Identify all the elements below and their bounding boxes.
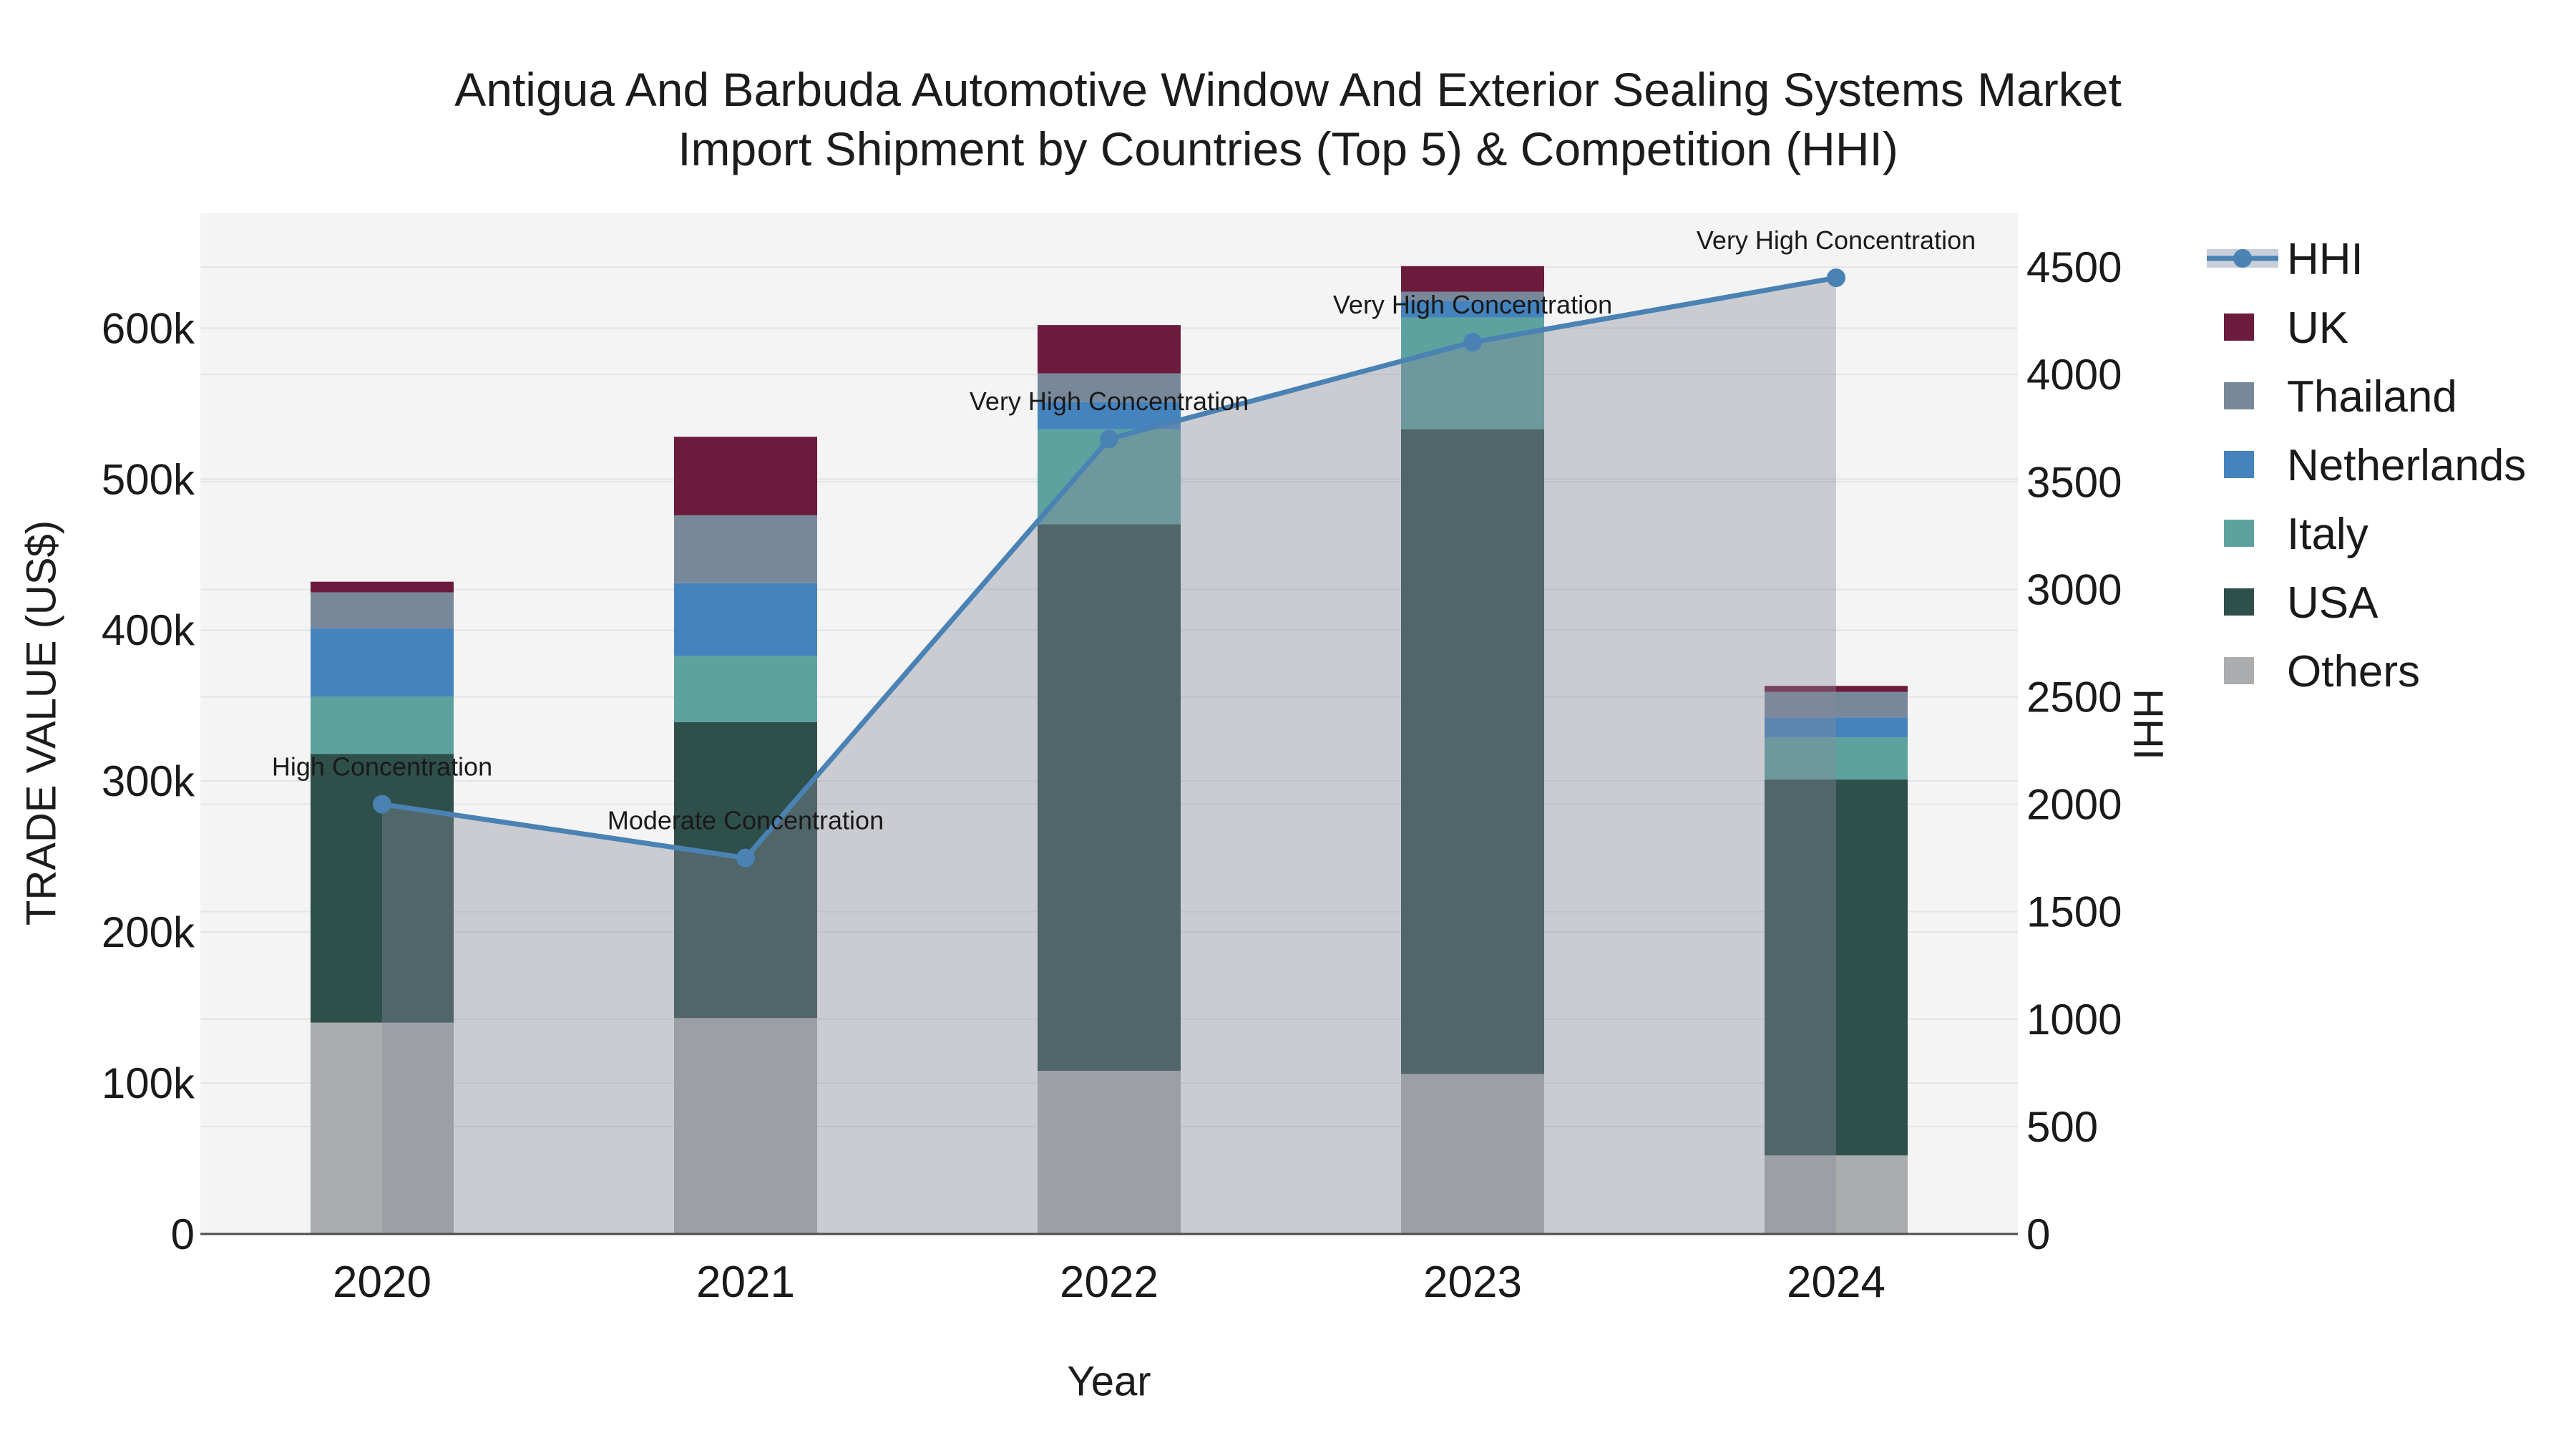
x-axis-title: Year (1067, 1358, 1151, 1405)
bar-segment-uk-2022[interactable] (1038, 325, 1181, 374)
y2-tick-label: 3500 (2026, 458, 2122, 506)
legend-item-hhi[interactable]: HHI (2207, 235, 2363, 284)
y2-tick-label: 2000 (2026, 781, 2122, 829)
bar-segment-italy-2020[interactable] (311, 696, 454, 754)
bar-segment-others-2023[interactable] (1401, 1074, 1544, 1234)
y2-tick-label: 1000 (2026, 996, 2122, 1044)
legend-swatch-thailand (2224, 382, 2254, 409)
hhi-point-2024[interactable] (1827, 268, 1845, 288)
x-tick-label: 2021 (696, 1258, 795, 1307)
bar-segment-others-2022[interactable] (1038, 1071, 1181, 1234)
annotation-label: High Concentration (272, 752, 492, 782)
bar-segment-thailand-2021[interactable] (674, 515, 817, 583)
legend-swatch-netherlands (2224, 451, 2254, 478)
y-tick-label: 0 (171, 1210, 195, 1258)
hhi-area (382, 278, 1836, 1234)
y2-tick-label: 4500 (2026, 243, 2122, 291)
y-tick-label: 500k (102, 455, 195, 503)
bar-segment-italy-2024[interactable] (1765, 737, 1908, 780)
y-tick-label: 300k (102, 757, 195, 805)
annotation-label: Very High Concentration (1697, 225, 1976, 255)
bar-segment-usa-2023[interactable] (1401, 429, 1544, 1074)
legend-swatch-others (2224, 657, 2254, 684)
annotation-label: Very High Concentration (970, 387, 1249, 416)
bar-segment-others-2024[interactable] (1765, 1155, 1908, 1234)
y2-axis-title: HHI (2124, 689, 2172, 760)
x-tick-label: 2023 (1423, 1258, 1522, 1307)
y-tick-label: 100k (102, 1059, 195, 1107)
bar-segment-uk-2021[interactable] (674, 437, 817, 515)
bar-segment-thailand-2022[interactable] (1038, 373, 1181, 402)
bar-segment-others-2021[interactable] (674, 1018, 817, 1234)
bar-segment-netherlands-2021[interactable] (674, 583, 817, 656)
x-tick-label: 2024 (1787, 1258, 1885, 1307)
bar-segment-thailand-2023[interactable] (1401, 291, 1544, 301)
bar-segment-usa-2021[interactable] (674, 721, 817, 1019)
chart-title: Antigua And Barbuda Automotive Window An… (454, 63, 2122, 116)
y-tick-label: 200k (102, 908, 195, 956)
bar-segment-netherlands-2023[interactable] (1401, 301, 1544, 318)
chart-subtitle: Import Shipment by Countries (Top 5) & C… (678, 122, 1898, 175)
hhi-point-2023[interactable] (1463, 333, 1482, 352)
legend-label-thailand: Thailand (2287, 372, 2457, 422)
legend-label-italy: Italy (2287, 510, 2368, 559)
y-tick-label: 400k (102, 606, 195, 654)
y-axis-title: TRADE VALUE (US$) (18, 520, 65, 926)
bar-segment-netherlands-2024[interactable] (1765, 717, 1908, 737)
bar-segment-others-2020[interactable] (311, 1022, 454, 1234)
legend-item-usa[interactable]: USA (2224, 578, 2379, 628)
hhi-point-2020[interactable] (373, 794, 391, 814)
y2-tick-label: 2500 (2026, 673, 2122, 721)
bar-segment-usa-2022[interactable] (1038, 524, 1181, 1071)
x-tick-label: 2022 (1060, 1258, 1158, 1307)
bar-segment-netherlands-2020[interactable] (311, 628, 454, 697)
bar-segment-thailand-2020[interactable] (311, 592, 454, 629)
legend-item-italy[interactable]: Italy (2224, 510, 2368, 559)
legend-label-hhi: HHI (2287, 235, 2363, 284)
legend-item-others[interactable]: Others (2224, 647, 2420, 696)
legend-hhi-marker (2233, 249, 2252, 268)
legend-label-usa: USA (2287, 578, 2379, 628)
legend-swatch-italy (2224, 520, 2254, 547)
legend-swatch-usa (2224, 588, 2254, 616)
bar-segment-uk-2020[interactable] (311, 581, 454, 593)
legend-label-uk: UK (2287, 303, 2348, 353)
y2-tick-label: 1500 (2026, 888, 2122, 936)
y2-tick-label: 0 (2026, 1210, 2050, 1258)
y2-tick-label: 4000 (2026, 351, 2122, 399)
y2-tick-label: 500 (2026, 1103, 2098, 1151)
hhi-point-2021[interactable] (736, 848, 755, 868)
annotation-label: Very High Concentration (1333, 290, 1612, 319)
y-tick-label: 600k (102, 304, 195, 352)
x-tick-label: 2020 (333, 1258, 431, 1307)
y2-tick-label: 3000 (2026, 565, 2122, 613)
hhi-point-2022[interactable] (1100, 429, 1118, 449)
legend-item-thailand[interactable]: Thailand (2224, 372, 2457, 422)
bar-segment-italy-2021[interactable] (674, 656, 817, 722)
legend-item-netherlands[interactable]: Netherlands (2224, 441, 2526, 490)
bar-segment-uk-2023[interactable] (1401, 266, 1544, 292)
annotation-label: Moderate Concentration (608, 806, 884, 835)
legend-label-others: Others (2287, 647, 2420, 696)
bar-segment-uk-2024[interactable] (1765, 686, 1908, 692)
bar-segment-usa-2024[interactable] (1765, 779, 1908, 1156)
bar-segment-thailand-2024[interactable] (1765, 691, 1908, 718)
legend-item-uk[interactable]: UK (2224, 303, 2348, 353)
legend-label-netherlands: Netherlands (2287, 441, 2526, 490)
legend-swatch-uk (2224, 314, 2254, 341)
